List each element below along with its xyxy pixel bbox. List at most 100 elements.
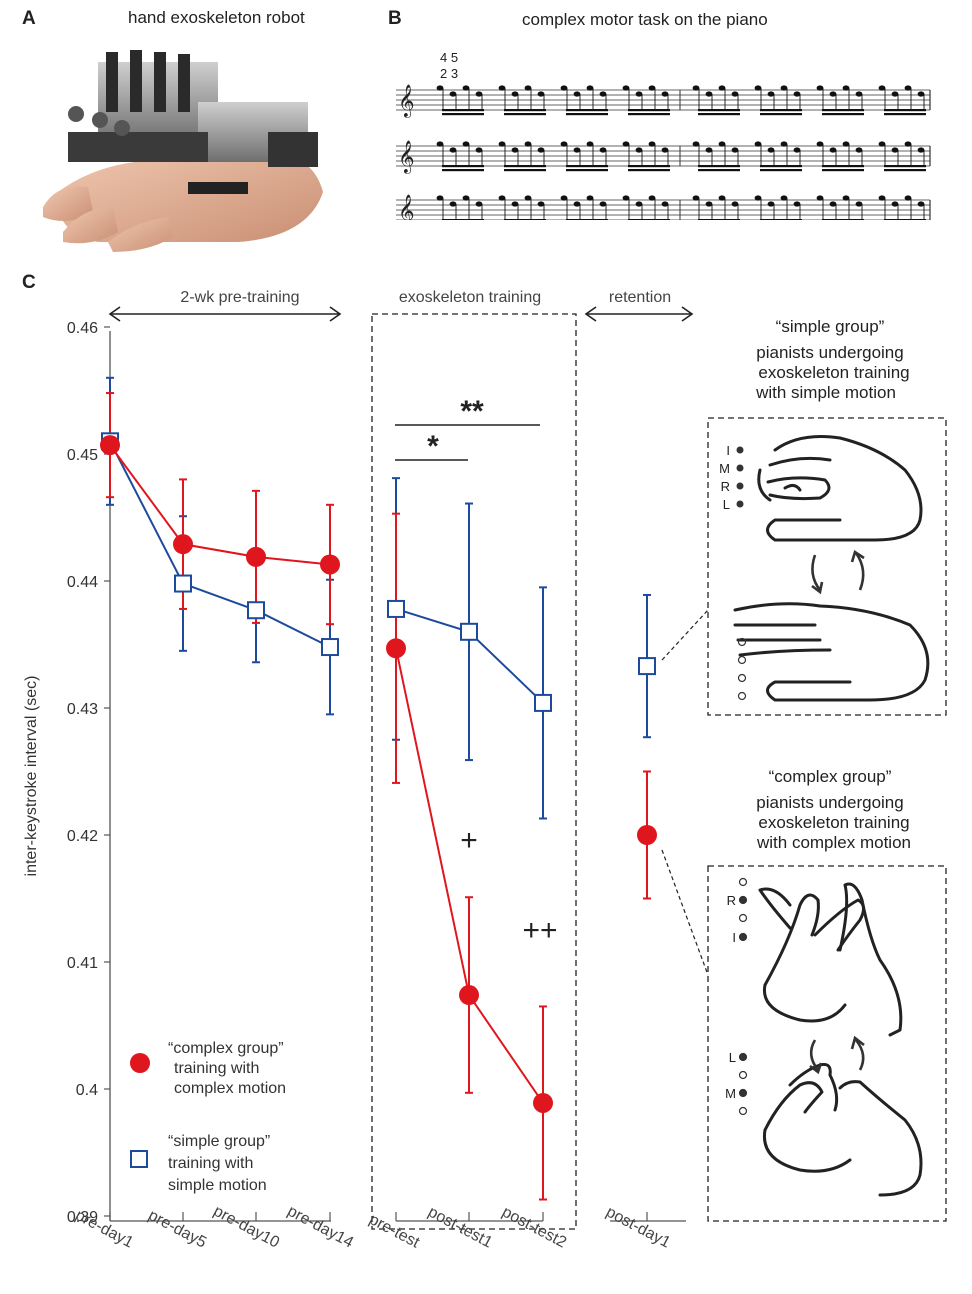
series-line xyxy=(109,444,331,566)
beam xyxy=(822,113,864,116)
note-head xyxy=(891,91,899,97)
note-head xyxy=(560,195,568,201)
note-head xyxy=(498,141,506,147)
beam xyxy=(884,113,926,116)
finger-dot xyxy=(736,446,744,454)
beam xyxy=(504,169,546,172)
beam xyxy=(442,113,484,116)
note-head xyxy=(829,91,837,97)
data-point xyxy=(173,534,193,555)
note-head xyxy=(586,85,594,91)
finger-label: L xyxy=(723,497,730,512)
fingering-bottom: 2 3 xyxy=(440,66,459,81)
note-head xyxy=(692,195,700,201)
data-point xyxy=(533,1092,553,1113)
beam xyxy=(566,109,608,112)
note-head xyxy=(560,141,568,147)
data-point xyxy=(321,638,339,657)
x-tick-label: post-test2 xyxy=(499,1204,569,1252)
beam xyxy=(760,165,802,168)
phase-label-retention: retention xyxy=(609,289,671,306)
finger-dot-open xyxy=(737,637,747,647)
finger-dot xyxy=(736,482,744,490)
complex-desc-line4: with complex motion xyxy=(756,833,911,852)
note-head xyxy=(718,85,726,91)
beam xyxy=(628,113,670,116)
phase-label-exoskeleton: exoskeleton training xyxy=(399,289,541,306)
beam xyxy=(698,165,740,168)
treble-clef: 𝄞 xyxy=(398,141,415,174)
note-head xyxy=(475,147,483,153)
simple-desc-line1: “simple group” xyxy=(776,317,885,336)
note-head xyxy=(754,85,762,91)
note-head xyxy=(917,201,925,207)
complex-desc-line1: “complex group” xyxy=(769,767,892,786)
note-head xyxy=(855,147,863,153)
beam xyxy=(442,219,484,220)
note-head xyxy=(524,141,532,147)
note-head xyxy=(462,85,470,91)
note-head xyxy=(498,85,506,91)
score-staff: 𝄞 xyxy=(396,85,931,118)
legend-complex-marker xyxy=(130,1053,150,1073)
panel-b-title: complex motor task on the piano xyxy=(522,10,768,29)
series-line xyxy=(109,440,331,648)
piano-score: 𝄞 𝄞 𝄞 xyxy=(396,85,931,220)
note-head xyxy=(599,201,607,207)
beam xyxy=(822,219,864,220)
finger-dot xyxy=(738,932,748,942)
note-head xyxy=(537,147,545,153)
note-head xyxy=(475,91,483,97)
note-head xyxy=(780,195,788,201)
note-head xyxy=(731,147,739,153)
finger-label: M xyxy=(725,1086,736,1101)
data-point xyxy=(174,574,192,593)
beam xyxy=(504,109,546,112)
simple-hand-drawing xyxy=(733,435,930,702)
legend-simple-line3: simple motion xyxy=(168,1177,267,1194)
note-head xyxy=(449,201,457,207)
y-tick-label: 0.45 xyxy=(67,447,98,464)
finger-dot xyxy=(736,464,744,472)
x-tick-label: pre-test xyxy=(366,1211,422,1252)
beam xyxy=(442,165,484,168)
data-point xyxy=(247,601,265,620)
note-head xyxy=(855,201,863,207)
y-axis-label: inter-keystroke interval (sec) xyxy=(23,676,40,877)
beam xyxy=(442,109,484,112)
note-head xyxy=(842,85,850,91)
note-head xyxy=(891,201,899,207)
note-head xyxy=(692,141,700,147)
note-head xyxy=(731,201,739,207)
panel-b-letter: B xyxy=(388,8,402,29)
beam xyxy=(442,169,484,172)
note-head xyxy=(816,195,824,201)
finger-label: M xyxy=(719,461,730,476)
finger-dot-open xyxy=(737,673,747,683)
sig-double-star: ** xyxy=(460,395,484,428)
plot-area xyxy=(100,376,657,1201)
finger-label: R xyxy=(721,479,730,494)
markers-complex xyxy=(100,435,657,1113)
sig-double-plus: ++ xyxy=(522,914,557,947)
data-point xyxy=(387,599,405,618)
note-head xyxy=(793,91,801,97)
x-tick-label: pre-day14 xyxy=(285,1203,357,1252)
phase-arrow-pretraining xyxy=(108,306,342,322)
note-head xyxy=(449,91,457,97)
x-tick-label: pre-day1 xyxy=(72,1207,136,1252)
note-head xyxy=(718,141,726,147)
complex-hand-box xyxy=(707,865,947,1222)
note-head xyxy=(537,201,545,207)
note-head xyxy=(705,147,713,153)
beam xyxy=(760,169,802,172)
finger-dot xyxy=(736,500,744,508)
note-head xyxy=(511,201,519,207)
note-head xyxy=(793,201,801,207)
treble-clef: 𝄞 xyxy=(398,85,415,118)
note-head xyxy=(573,201,581,207)
x-tick-label: pre-day10 xyxy=(211,1203,283,1252)
note-head xyxy=(878,195,886,201)
y-tick-label: 0.46 xyxy=(67,320,98,337)
simple-desc-line3: exoskeleton training xyxy=(758,363,909,382)
